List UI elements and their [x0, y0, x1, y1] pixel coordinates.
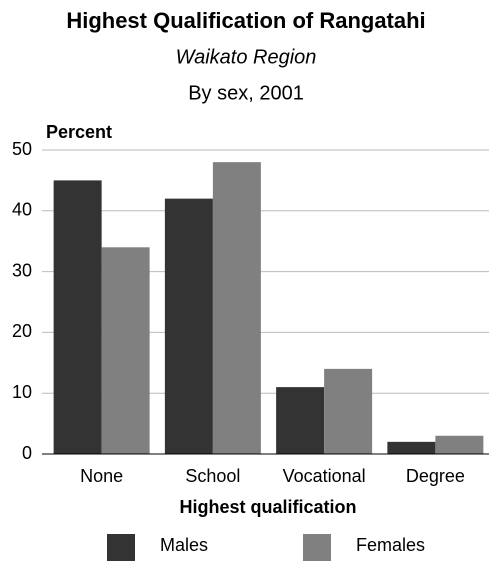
bar	[101, 247, 150, 454]
bar	[324, 368, 373, 454]
y-tick-label: 30	[12, 260, 32, 280]
bar	[164, 198, 213, 454]
y-tick-label: 40	[12, 200, 32, 220]
chart-title: Highest Qualification of Rangatahi	[66, 8, 425, 33]
y-tick-label: 20	[12, 321, 32, 341]
x-tick-label: School	[185, 466, 240, 486]
y-axis-title: Percent	[46, 122, 112, 142]
legend-swatch	[303, 534, 331, 561]
legend-swatch	[107, 534, 135, 561]
x-axis-title: Highest qualification	[179, 497, 356, 517]
x-tick-label: Vocational	[283, 466, 366, 486]
legend-label: Males	[160, 535, 208, 555]
chart-subtitle: Waikato Region	[176, 46, 317, 68]
bar	[387, 441, 436, 454]
y-tick-label: 50	[12, 139, 32, 159]
bar	[435, 435, 484, 454]
chart-caption: By sex, 2001	[188, 82, 304, 104]
legend-label: Females	[356, 535, 425, 555]
y-tick-label: 0	[22, 443, 32, 463]
bar	[53, 180, 102, 454]
bar	[276, 387, 325, 454]
bar	[212, 162, 261, 454]
y-tick-label: 10	[12, 382, 32, 402]
x-tick-label: Degree	[406, 466, 465, 486]
x-tick-label: None	[80, 466, 123, 486]
